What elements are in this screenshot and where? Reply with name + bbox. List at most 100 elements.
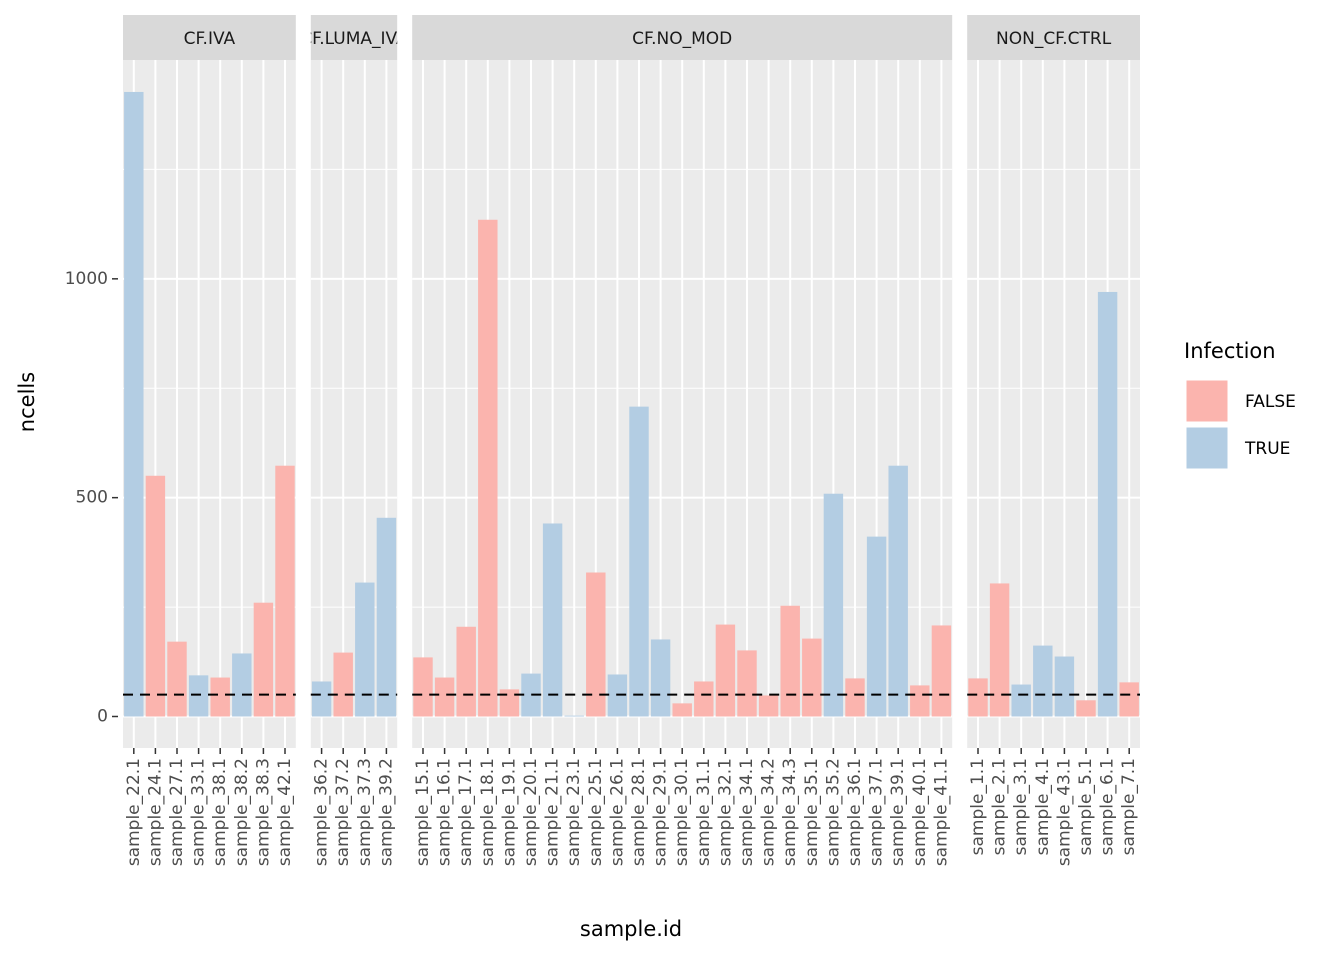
bar: [167, 641, 187, 717]
strip: [123, 15, 296, 60]
y-tick-label: 0: [97, 706, 108, 726]
x-tick-label: sample_1.1: [968, 758, 988, 855]
legend-label: FALSE: [1245, 392, 1296, 412]
x-tick-label: sample_39.2: [376, 758, 396, 866]
x-tick-label: sample_40.1: [910, 758, 930, 866]
strip: [310, 15, 398, 60]
bar: [1076, 700, 1096, 717]
x-tick-label: sample_42.1: [275, 758, 295, 866]
x-tick-label: sample_26.1: [607, 758, 627, 866]
bar: [1097, 291, 1118, 717]
x-tick-label: sample_38.1: [210, 758, 230, 866]
legend-key: [1185, 379, 1229, 423]
bar: [188, 675, 209, 717]
bar: [542, 523, 563, 717]
bar: [845, 678, 865, 717]
facet-title: CF.IVA: [184, 29, 236, 49]
bar: [866, 536, 887, 717]
x-tick-label: sample_7.1: [1119, 758, 1139, 855]
x-tick-label: sample_19.1: [499, 758, 519, 866]
x-tick-label: sample_30.1: [672, 758, 692, 866]
bar: [650, 639, 671, 717]
bar: [1119, 682, 1139, 717]
x-tick-label: sample_21.1: [543, 758, 563, 866]
bars: [124, 91, 295, 717]
bar: [355, 582, 375, 717]
bar: [311, 681, 332, 717]
x-tick-label: sample_39.1: [888, 758, 908, 866]
bar: [1011, 684, 1031, 717]
legend-label: TRUE: [1244, 439, 1290, 459]
bar: [376, 517, 397, 717]
bar: [564, 715, 584, 717]
x-tick-label: sample_2.1: [990, 758, 1010, 855]
y-tick-label: 500: [76, 488, 108, 508]
x-tick-label: sample_15.1: [413, 758, 433, 866]
x-tick-label: sample_36.2: [312, 758, 332, 866]
bar: [1054, 656, 1075, 717]
bar: [823, 493, 844, 717]
bar: [499, 689, 520, 717]
x-tick-label: sample_35.2: [823, 758, 843, 866]
x-tick-label: sample_22.1: [124, 758, 144, 866]
x-tick-label: sample_34.1: [737, 758, 757, 866]
bar: [333, 652, 353, 717]
bar: [124, 91, 144, 717]
legend-key: [1185, 426, 1229, 470]
strip: [967, 15, 1140, 60]
facet-title: NON_CF.CTRL: [996, 29, 1112, 49]
x-tick-label: sample_36.1: [845, 758, 865, 866]
x-tick-label: sample_5.1: [1076, 758, 1096, 855]
bar: [694, 681, 714, 717]
x-tick-label: sample_32.1: [715, 758, 735, 866]
x-tick-label: sample_4.1: [1033, 758, 1053, 855]
x-tick-label: sample_24.1: [145, 758, 165, 866]
x-axis-title: sample.id: [580, 917, 682, 941]
bars: [311, 517, 397, 717]
bar: [910, 685, 930, 717]
y-tick-label: 1000: [65, 269, 108, 289]
bars: [413, 219, 952, 717]
bar: [253, 602, 274, 717]
x-tick-label: sample_16.1: [435, 758, 455, 866]
x-tick-label: sample_20.1: [521, 758, 541, 866]
x-tick-label: sample_25.1: [586, 758, 606, 866]
x-tick-label: sample_33.1: [189, 758, 209, 866]
x-tick-label: sample_18.1: [478, 758, 498, 866]
x-tick-label: sample_43.1: [1054, 758, 1074, 866]
x-tick-label: sample_38.2: [232, 758, 252, 866]
bar: [1033, 645, 1053, 717]
x-tick-label: sample_6.1: [1098, 758, 1118, 855]
bar: [434, 677, 455, 717]
x-tick-label: sample_38.3: [253, 758, 273, 866]
bar: [275, 465, 295, 717]
y-axis-title: ncells: [15, 372, 39, 432]
bar: [478, 219, 498, 717]
bar: [629, 406, 649, 717]
bar: [758, 695, 779, 717]
x-tick-label: sample_34.3: [780, 758, 800, 866]
x-tick-label: sample_37.1: [867, 758, 887, 866]
x-tick-label: sample_27.1: [167, 758, 187, 866]
bar: [210, 677, 230, 717]
bar: [989, 583, 1010, 717]
bar: [521, 673, 541, 717]
x-tick-label: sample_37.3: [355, 758, 375, 866]
bar: [672, 703, 692, 717]
bar: [413, 657, 433, 717]
bar: [931, 625, 952, 717]
x-tick-label: sample_29.1: [651, 758, 671, 866]
bar: [456, 626, 476, 717]
legend-title: Infection: [1184, 339, 1276, 363]
x-tick-label: sample_41.1: [931, 758, 951, 866]
strip: [412, 15, 953, 60]
facet-title: CF.NO_MOD: [632, 29, 732, 49]
x-tick-label: sample_23.1: [564, 758, 584, 866]
x-tick-label: sample_3.1: [1011, 758, 1031, 855]
x-tick-label: sample_37.2: [333, 758, 353, 866]
facet-title: CF.LUMA_IVA: [300, 29, 408, 49]
bar: [715, 624, 736, 717]
bar: [802, 638, 822, 717]
x-tick-label: sample_28.1: [629, 758, 649, 866]
